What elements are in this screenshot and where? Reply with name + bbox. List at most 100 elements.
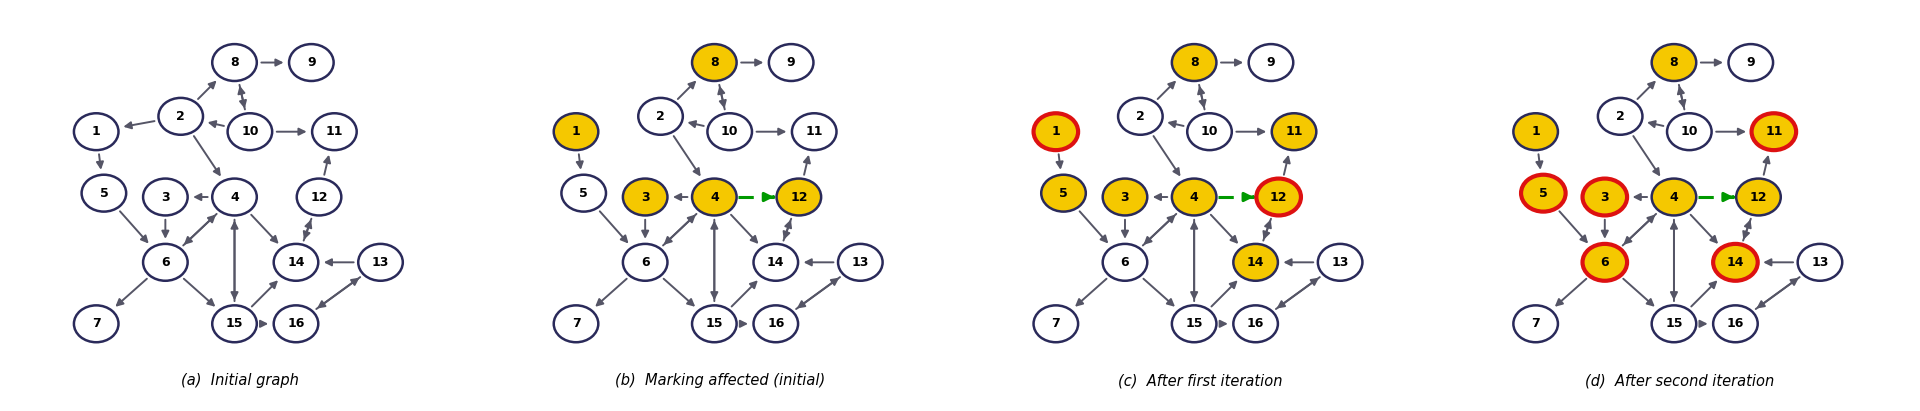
Text: 1: 1 (1532, 125, 1540, 138)
Ellipse shape (213, 178, 257, 215)
Text: 13: 13 (1811, 256, 1828, 269)
Ellipse shape (1041, 175, 1087, 212)
Ellipse shape (753, 305, 799, 342)
Ellipse shape (228, 113, 273, 150)
Text: 11: 11 (326, 125, 344, 138)
Text: 9: 9 (307, 56, 315, 69)
Text: 2: 2 (1137, 110, 1144, 123)
Ellipse shape (298, 178, 342, 215)
Ellipse shape (1102, 178, 1148, 215)
Ellipse shape (1582, 178, 1626, 215)
Ellipse shape (776, 178, 822, 215)
Text: 5: 5 (100, 187, 108, 200)
Ellipse shape (637, 98, 684, 135)
Ellipse shape (1513, 113, 1557, 150)
Ellipse shape (75, 113, 119, 150)
Text: 5: 5 (580, 187, 588, 200)
Ellipse shape (837, 244, 883, 281)
Ellipse shape (1233, 305, 1279, 342)
Text: 7: 7 (572, 317, 580, 330)
Ellipse shape (1102, 244, 1148, 281)
Text: 4: 4 (1670, 191, 1678, 203)
Ellipse shape (1033, 113, 1079, 150)
Ellipse shape (1797, 244, 1841, 281)
Text: 6: 6 (161, 256, 169, 269)
Ellipse shape (275, 305, 319, 342)
Text: 14: 14 (1726, 256, 1743, 269)
Ellipse shape (1033, 305, 1079, 342)
Ellipse shape (1728, 44, 1772, 81)
Ellipse shape (1171, 178, 1217, 215)
Ellipse shape (159, 98, 204, 135)
Ellipse shape (768, 44, 814, 81)
Ellipse shape (290, 44, 334, 81)
Text: 9: 9 (787, 56, 795, 69)
Text: 16: 16 (288, 317, 305, 330)
Text: 3: 3 (641, 191, 649, 203)
Ellipse shape (622, 244, 668, 281)
Ellipse shape (213, 44, 257, 81)
Ellipse shape (1736, 178, 1780, 215)
Ellipse shape (1117, 98, 1164, 135)
Text: 14: 14 (768, 256, 785, 269)
Text: 8: 8 (710, 56, 718, 69)
Text: 12: 12 (1269, 191, 1288, 203)
Text: 15: 15 (227, 317, 244, 330)
Text: 16: 16 (1726, 317, 1743, 330)
Ellipse shape (1651, 305, 1695, 342)
Ellipse shape (1513, 305, 1557, 342)
Text: 1: 1 (92, 125, 100, 138)
Text: 11: 11 (1764, 125, 1782, 138)
Text: 15: 15 (1665, 317, 1682, 330)
Ellipse shape (791, 113, 837, 150)
Ellipse shape (1713, 244, 1757, 281)
Text: 12: 12 (1749, 191, 1766, 203)
Text: 2: 2 (1617, 110, 1624, 123)
Ellipse shape (553, 305, 599, 342)
Ellipse shape (1597, 98, 1642, 135)
Text: 15: 15 (705, 317, 724, 330)
Text: 11: 11 (1284, 125, 1304, 138)
Text: 8: 8 (1190, 56, 1198, 69)
Text: (a)  Initial graph: (a) Initial graph (180, 374, 300, 388)
Text: 12: 12 (311, 191, 328, 203)
Text: (c)  After first iteration: (c) After first iteration (1117, 374, 1283, 388)
Ellipse shape (213, 305, 257, 342)
Text: 10: 10 (242, 125, 259, 138)
Text: 6: 6 (1601, 256, 1609, 269)
Text: 13: 13 (372, 256, 390, 269)
Text: 3: 3 (161, 191, 169, 203)
Ellipse shape (691, 178, 737, 215)
Text: 6: 6 (1121, 256, 1129, 269)
Text: 9: 9 (1267, 56, 1275, 69)
Ellipse shape (1713, 305, 1757, 342)
Ellipse shape (1317, 244, 1363, 281)
Text: 10: 10 (1680, 125, 1697, 138)
Ellipse shape (1271, 113, 1317, 150)
Ellipse shape (1248, 44, 1294, 81)
Text: 16: 16 (768, 317, 785, 330)
Text: (d)  After second iteration: (d) After second iteration (1586, 374, 1774, 388)
Ellipse shape (83, 175, 127, 212)
Text: 13: 13 (1331, 256, 1350, 269)
Ellipse shape (622, 178, 668, 215)
Text: 7: 7 (1052, 317, 1060, 330)
Ellipse shape (1751, 113, 1795, 150)
Text: 15: 15 (1185, 317, 1204, 330)
Text: 8: 8 (230, 56, 238, 69)
Ellipse shape (691, 44, 737, 81)
Text: 12: 12 (791, 191, 808, 203)
Text: 10: 10 (1200, 125, 1219, 138)
Text: 1: 1 (1052, 125, 1060, 138)
Ellipse shape (691, 305, 737, 342)
Text: 9: 9 (1747, 56, 1755, 69)
Ellipse shape (707, 113, 753, 150)
Text: 7: 7 (92, 317, 100, 330)
Ellipse shape (1233, 244, 1279, 281)
Ellipse shape (275, 244, 319, 281)
Text: 3: 3 (1121, 191, 1129, 203)
Text: 4: 4 (1190, 191, 1198, 203)
Text: 4: 4 (230, 191, 238, 203)
Text: 6: 6 (641, 256, 649, 269)
Ellipse shape (75, 305, 119, 342)
